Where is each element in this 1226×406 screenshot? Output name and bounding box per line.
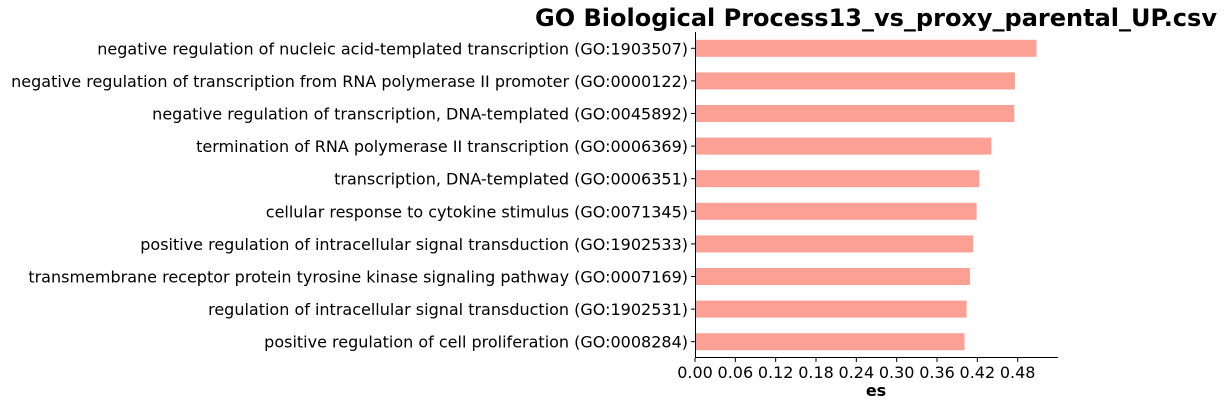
x-tick-label: 0.12 bbox=[758, 363, 794, 382]
x-tick-label: 0.24 bbox=[839, 363, 875, 382]
category-label: cellular response to cytokine stimulus (… bbox=[266, 202, 688, 221]
bar bbox=[695, 202, 977, 220]
category-label: termination of RNA polymerase II transcr… bbox=[196, 137, 688, 156]
bar bbox=[695, 235, 974, 253]
x-tick-label: 0.42 bbox=[960, 363, 996, 382]
category-labels: negative regulation of nucleic acid-temp… bbox=[11, 39, 695, 352]
bar bbox=[695, 268, 970, 285]
x-axis-label: es bbox=[866, 381, 886, 400]
x-tick-label: 0.06 bbox=[718, 363, 754, 382]
category-label: regulation of intracellular signal trans… bbox=[208, 300, 688, 319]
bar bbox=[695, 72, 1015, 90]
category-label: negative regulation of transcription fro… bbox=[11, 72, 688, 91]
chart-title: GO Biological Process13_vs_proxy_parenta… bbox=[535, 4, 1217, 32]
x-tick-label: 0.48 bbox=[1000, 363, 1036, 382]
bar bbox=[695, 137, 992, 155]
bar bbox=[695, 300, 967, 318]
x-tick-label: 0.18 bbox=[798, 363, 834, 382]
x-tick-label: 0.30 bbox=[879, 363, 915, 382]
bars-group bbox=[695, 39, 1037, 351]
bar bbox=[695, 333, 965, 351]
bar bbox=[695, 105, 1015, 122]
category-label: negative regulation of transcription, DN… bbox=[152, 105, 688, 124]
category-label: transmembrane receptor protein tyrosine … bbox=[28, 268, 688, 287]
x-tick-label: 0.36 bbox=[919, 363, 955, 382]
category-label: positive regulation of intracellular sig… bbox=[140, 235, 688, 254]
x-ticks: 0.00 0.06 0.12 0.18 0.24 0.30 0.36 0.42 0.48 bbox=[677, 358, 1035, 382]
category-label: negative regulation of nucleic acid-temp… bbox=[97, 39, 688, 58]
category-label: transcription, DNA-templated (GO:0006351… bbox=[334, 170, 688, 189]
bar bbox=[695, 170, 980, 188]
bar bbox=[695, 39, 1037, 57]
x-tick-label: 0.00 bbox=[677, 363, 713, 382]
category-label: positive regulation of cell proliferatio… bbox=[264, 333, 688, 352]
